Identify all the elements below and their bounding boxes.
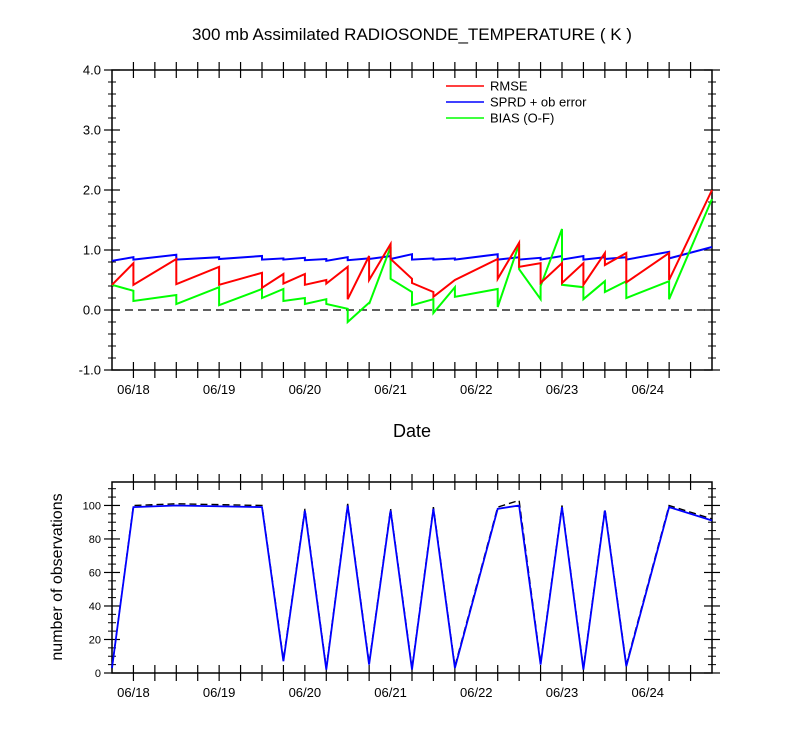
- bottom-chart-xtick-label: 06/18: [117, 685, 150, 700]
- bottom-chart-xtick-label: 06/23: [546, 685, 579, 700]
- top-chart-frame: [112, 70, 712, 370]
- top-chart-ytick-label: 2.0: [83, 183, 101, 198]
- top-chart-xtick-label: 06/18: [117, 382, 150, 397]
- bottom-chart-xtick-label: 06/22: [460, 685, 493, 700]
- bottom-series-assimilated: [112, 506, 712, 670]
- legend-label-0: RMSE: [490, 79, 528, 94]
- bottom-chart-ytick-label: 0: [95, 668, 101, 680]
- bottom-chart-frame: [112, 482, 712, 673]
- top-chart-ytick-label: 1.0: [83, 243, 101, 258]
- top-chart-ytick-label: -1.0: [79, 363, 101, 378]
- bottom-chart-series: [112, 500, 712, 669]
- top-series-sprd-ob-error: [112, 247, 712, 261]
- bottom-chart-xtick-label: 06/20: [289, 685, 322, 700]
- top-chart-xtick-label: 06/20: [289, 382, 322, 397]
- top-chart-series: [112, 190, 712, 322]
- top-chart-xtick-label: 06/24: [631, 382, 664, 397]
- top-chart-xtick-label: 06/19: [203, 382, 236, 397]
- top-chart-ytick-label: 0.0: [83, 303, 101, 318]
- top-chart-xtick-label: 06/23: [546, 382, 579, 397]
- top-chart-ytick-label: 4.0: [83, 63, 101, 78]
- bottom-chart-ytick-label: 40: [89, 601, 101, 613]
- top-chart-xtick-label: 06/21: [374, 382, 407, 397]
- bottom-chart-ytick-label: 80: [89, 534, 101, 546]
- legend-label-2: BIAS (O-F): [490, 111, 554, 126]
- bottom-chart-ytick-label: 100: [83, 500, 101, 512]
- bottom-chart-xtick-label: 06/21: [374, 685, 407, 700]
- bottom-chart-ylabel: number of observations: [49, 493, 66, 660]
- bottom-chart-ytick-label: 20: [89, 634, 101, 646]
- top-chart-xlabel: Date: [393, 421, 431, 441]
- top-chart-title: 300 mb Assimilated RADIOSONDE_TEMPERATUR…: [192, 25, 632, 44]
- bottom-chart-xtick-label: 06/24: [631, 685, 664, 700]
- top-chart-axes: -1.0 0.0 1.0 2.0 3.0 4.0 06/18 06/19 06/20 06/21 0…: [79, 62, 720, 397]
- bottom-chart-xtick-label: 06/19: [203, 685, 236, 700]
- bottom-series-possible: [112, 500, 712, 668]
- legend-label-1: SPRD + ob error: [490, 95, 587, 110]
- top-chart-xtick-label: 06/22: [460, 382, 493, 397]
- bottom-chart-ytick-label: 60: [89, 567, 101, 579]
- top-chart-ytick-label: 3.0: [83, 123, 101, 138]
